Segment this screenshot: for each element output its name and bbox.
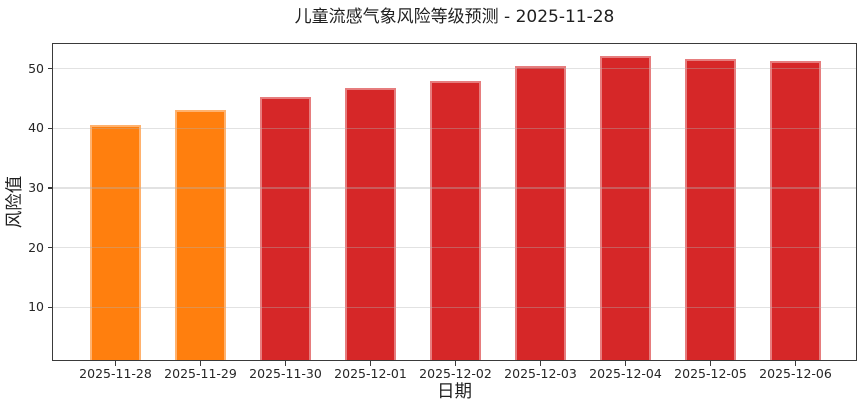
bar-2025-12-06	[770, 61, 821, 361]
y-tick-label: 10	[28, 299, 44, 315]
x-tick-mark	[454, 361, 457, 366]
y-tick-mark	[47, 247, 52, 249]
bar-2025-12-04	[600, 56, 651, 361]
y-tick-mark	[47, 68, 52, 70]
x-tick-mark	[114, 361, 117, 366]
x-tick-mark	[199, 361, 202, 366]
y-tick-mark	[47, 127, 52, 129]
bar-2025-12-05	[685, 58, 736, 361]
y-tick-label: 20	[28, 239, 44, 255]
gridline-50	[52, 68, 857, 70]
y-tick-label: 30	[28, 179, 44, 195]
x-tick-mark	[709, 361, 712, 366]
y-tick-mark	[47, 306, 52, 308]
x-tick-label: 2025-11-28	[79, 366, 152, 381]
gridline-10	[52, 306, 857, 308]
gridline-20	[52, 247, 857, 249]
gridline-40	[52, 127, 857, 129]
x-tick-mark	[284, 361, 287, 366]
x-tick-mark	[624, 361, 627, 366]
bar-2025-11-30	[260, 97, 311, 361]
x-tick-label: 2025-12-01	[334, 366, 407, 381]
bar-2025-12-01	[345, 88, 396, 361]
bar-2025-11-28	[90, 125, 141, 361]
x-axis-label: 日期	[437, 382, 472, 402]
x-tick-label: 2025-12-04	[589, 366, 662, 381]
bar-2025-12-02	[430, 80, 481, 361]
bar-2025-12-03	[515, 65, 566, 361]
x-tick-label: 2025-12-06	[759, 366, 832, 381]
x-tick-label: 2025-11-30	[249, 366, 322, 381]
y-tick-label: 50	[28, 60, 44, 76]
y-tick-label: 40	[28, 120, 44, 136]
x-tick-mark	[369, 361, 372, 366]
gridline-30	[52, 187, 857, 189]
x-tick-label: 2025-12-02	[419, 366, 492, 381]
x-tick-label: 2025-12-03	[504, 366, 577, 381]
bar-2025-11-29	[175, 110, 226, 361]
x-tick-label: 2025-11-29	[164, 366, 237, 381]
chart-title: 儿童流感气象风险等级预测 - 2025-11-28	[294, 7, 615, 27]
x-tick-label: 2025-12-05	[674, 366, 747, 381]
x-tick-mark	[794, 361, 797, 366]
plot-area	[52, 43, 857, 361]
y-tick-mark	[47, 187, 52, 189]
x-tick-mark	[539, 361, 542, 366]
